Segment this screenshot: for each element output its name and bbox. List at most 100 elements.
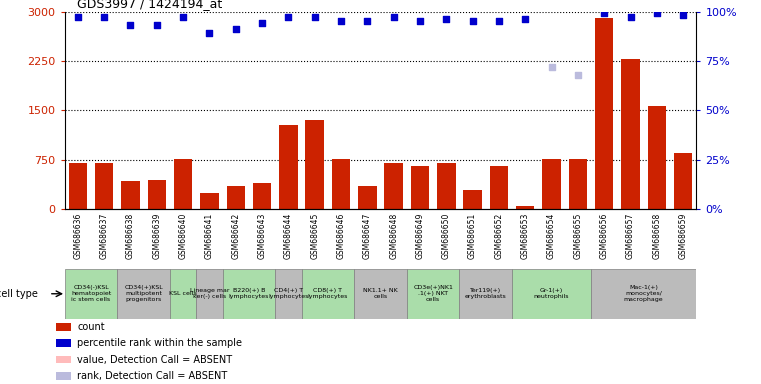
Point — [230, 26, 242, 32]
Bar — [253, 183, 271, 209]
Bar — [56, 372, 71, 380]
Bar — [56, 323, 71, 331]
Point — [387, 14, 400, 20]
Text: rank, Detection Call = ABSENT: rank, Detection Call = ABSENT — [78, 371, 228, 381]
Bar — [56, 356, 71, 363]
Point — [335, 18, 347, 25]
Text: Mac-1(+)
monocytes/
macrophage: Mac-1(+) monocytes/ macrophage — [624, 285, 664, 302]
Bar — [568, 159, 587, 209]
Bar — [65, 269, 117, 319]
Point — [440, 17, 452, 23]
Text: GSM686658: GSM686658 — [652, 212, 661, 258]
Point — [203, 30, 215, 36]
Text: GSM686639: GSM686639 — [152, 212, 161, 259]
Bar — [648, 106, 666, 209]
Bar — [354, 269, 407, 319]
Point — [572, 72, 584, 78]
Point — [256, 20, 268, 26]
Bar — [95, 163, 113, 209]
Text: Ter119(+)
erythroblasts: Ter119(+) erythroblasts — [465, 288, 507, 299]
Bar — [332, 159, 350, 209]
Text: GSM686636: GSM686636 — [73, 212, 82, 259]
Bar — [437, 163, 456, 209]
Bar — [463, 190, 482, 209]
Text: GSM686647: GSM686647 — [363, 212, 372, 259]
Text: CD34(+)KSL
multipotent
progenitors: CD34(+)KSL multipotent progenitors — [124, 285, 163, 302]
Text: GSM686645: GSM686645 — [310, 212, 319, 259]
Bar — [516, 206, 534, 209]
Text: GSM686656: GSM686656 — [600, 212, 609, 259]
Text: B220(+) B
lymphocytes: B220(+) B lymphocytes — [229, 288, 269, 299]
Text: GSM686655: GSM686655 — [573, 212, 582, 259]
Bar — [68, 163, 87, 209]
Bar — [591, 269, 696, 319]
Point — [151, 22, 163, 28]
Point — [466, 18, 479, 25]
Bar — [512, 269, 591, 319]
Bar — [358, 186, 377, 209]
Text: GDS3997 / 1424194_at: GDS3997 / 1424194_at — [78, 0, 222, 10]
Bar — [301, 269, 354, 319]
Bar — [196, 269, 222, 319]
Point — [519, 17, 531, 23]
Bar — [674, 153, 693, 209]
Bar — [490, 166, 508, 209]
Text: GSM686654: GSM686654 — [547, 212, 556, 259]
Bar — [121, 181, 140, 209]
Text: GSM686653: GSM686653 — [521, 212, 530, 259]
Text: CD4(+) T
lymphocytes: CD4(+) T lymphocytes — [268, 288, 308, 299]
Text: GSM686657: GSM686657 — [626, 212, 635, 259]
Text: GSM686638: GSM686638 — [126, 212, 135, 258]
Bar — [117, 269, 170, 319]
Point — [282, 14, 295, 20]
Text: count: count — [78, 322, 105, 332]
Bar — [411, 166, 429, 209]
Bar — [174, 159, 193, 209]
Point — [72, 14, 84, 20]
Point — [124, 22, 136, 28]
Bar — [223, 269, 275, 319]
Text: value, Detection Call = ABSENT: value, Detection Call = ABSENT — [78, 354, 232, 364]
Text: GSM686650: GSM686650 — [442, 212, 451, 259]
Text: GSM686637: GSM686637 — [100, 212, 109, 259]
Text: GSM686659: GSM686659 — [679, 212, 688, 259]
Bar — [384, 163, 403, 209]
Bar — [200, 193, 218, 209]
Text: percentile rank within the sample: percentile rank within the sample — [78, 338, 242, 348]
Text: GSM686651: GSM686651 — [468, 212, 477, 258]
Bar — [275, 269, 301, 319]
Point — [677, 12, 689, 18]
Text: GSM686640: GSM686640 — [179, 212, 188, 259]
Text: Lineage mar
ker(-) cells: Lineage mar ker(-) cells — [189, 288, 229, 299]
Text: CD34(-)KSL
hematopoiet
ic stem cells: CD34(-)KSL hematopoiet ic stem cells — [71, 285, 111, 302]
Text: Gr-1(+)
neutrophils: Gr-1(+) neutrophils — [533, 288, 569, 299]
Point — [493, 18, 505, 25]
Point — [98, 14, 110, 20]
Point — [309, 14, 321, 20]
Text: cell type: cell type — [0, 289, 38, 299]
Point — [177, 14, 189, 20]
Text: GSM686648: GSM686648 — [389, 212, 398, 258]
Text: GSM686644: GSM686644 — [284, 212, 293, 259]
Text: GSM686646: GSM686646 — [336, 212, 345, 259]
Point — [546, 64, 558, 70]
Bar — [621, 59, 640, 209]
Bar — [305, 120, 324, 209]
Text: GSM686641: GSM686641 — [205, 212, 214, 258]
Bar — [170, 269, 196, 319]
Text: GSM686649: GSM686649 — [416, 212, 425, 259]
Bar — [56, 339, 71, 347]
Text: CD3e(+)NK1
.1(+) NKT
cells: CD3e(+)NK1 .1(+) NKT cells — [413, 285, 453, 302]
Bar — [543, 159, 561, 209]
Point — [651, 10, 663, 17]
Text: NK1.1+ NK
cells: NK1.1+ NK cells — [363, 288, 398, 299]
Text: GSM686652: GSM686652 — [495, 212, 504, 258]
Point — [361, 18, 374, 25]
Text: GSM686643: GSM686643 — [257, 212, 266, 259]
Bar — [148, 180, 166, 209]
Text: CD8(+) T
lymphocytes: CD8(+) T lymphocytes — [307, 288, 348, 299]
Bar — [407, 269, 460, 319]
Bar — [595, 18, 613, 209]
Bar — [279, 125, 298, 209]
Bar — [460, 269, 512, 319]
